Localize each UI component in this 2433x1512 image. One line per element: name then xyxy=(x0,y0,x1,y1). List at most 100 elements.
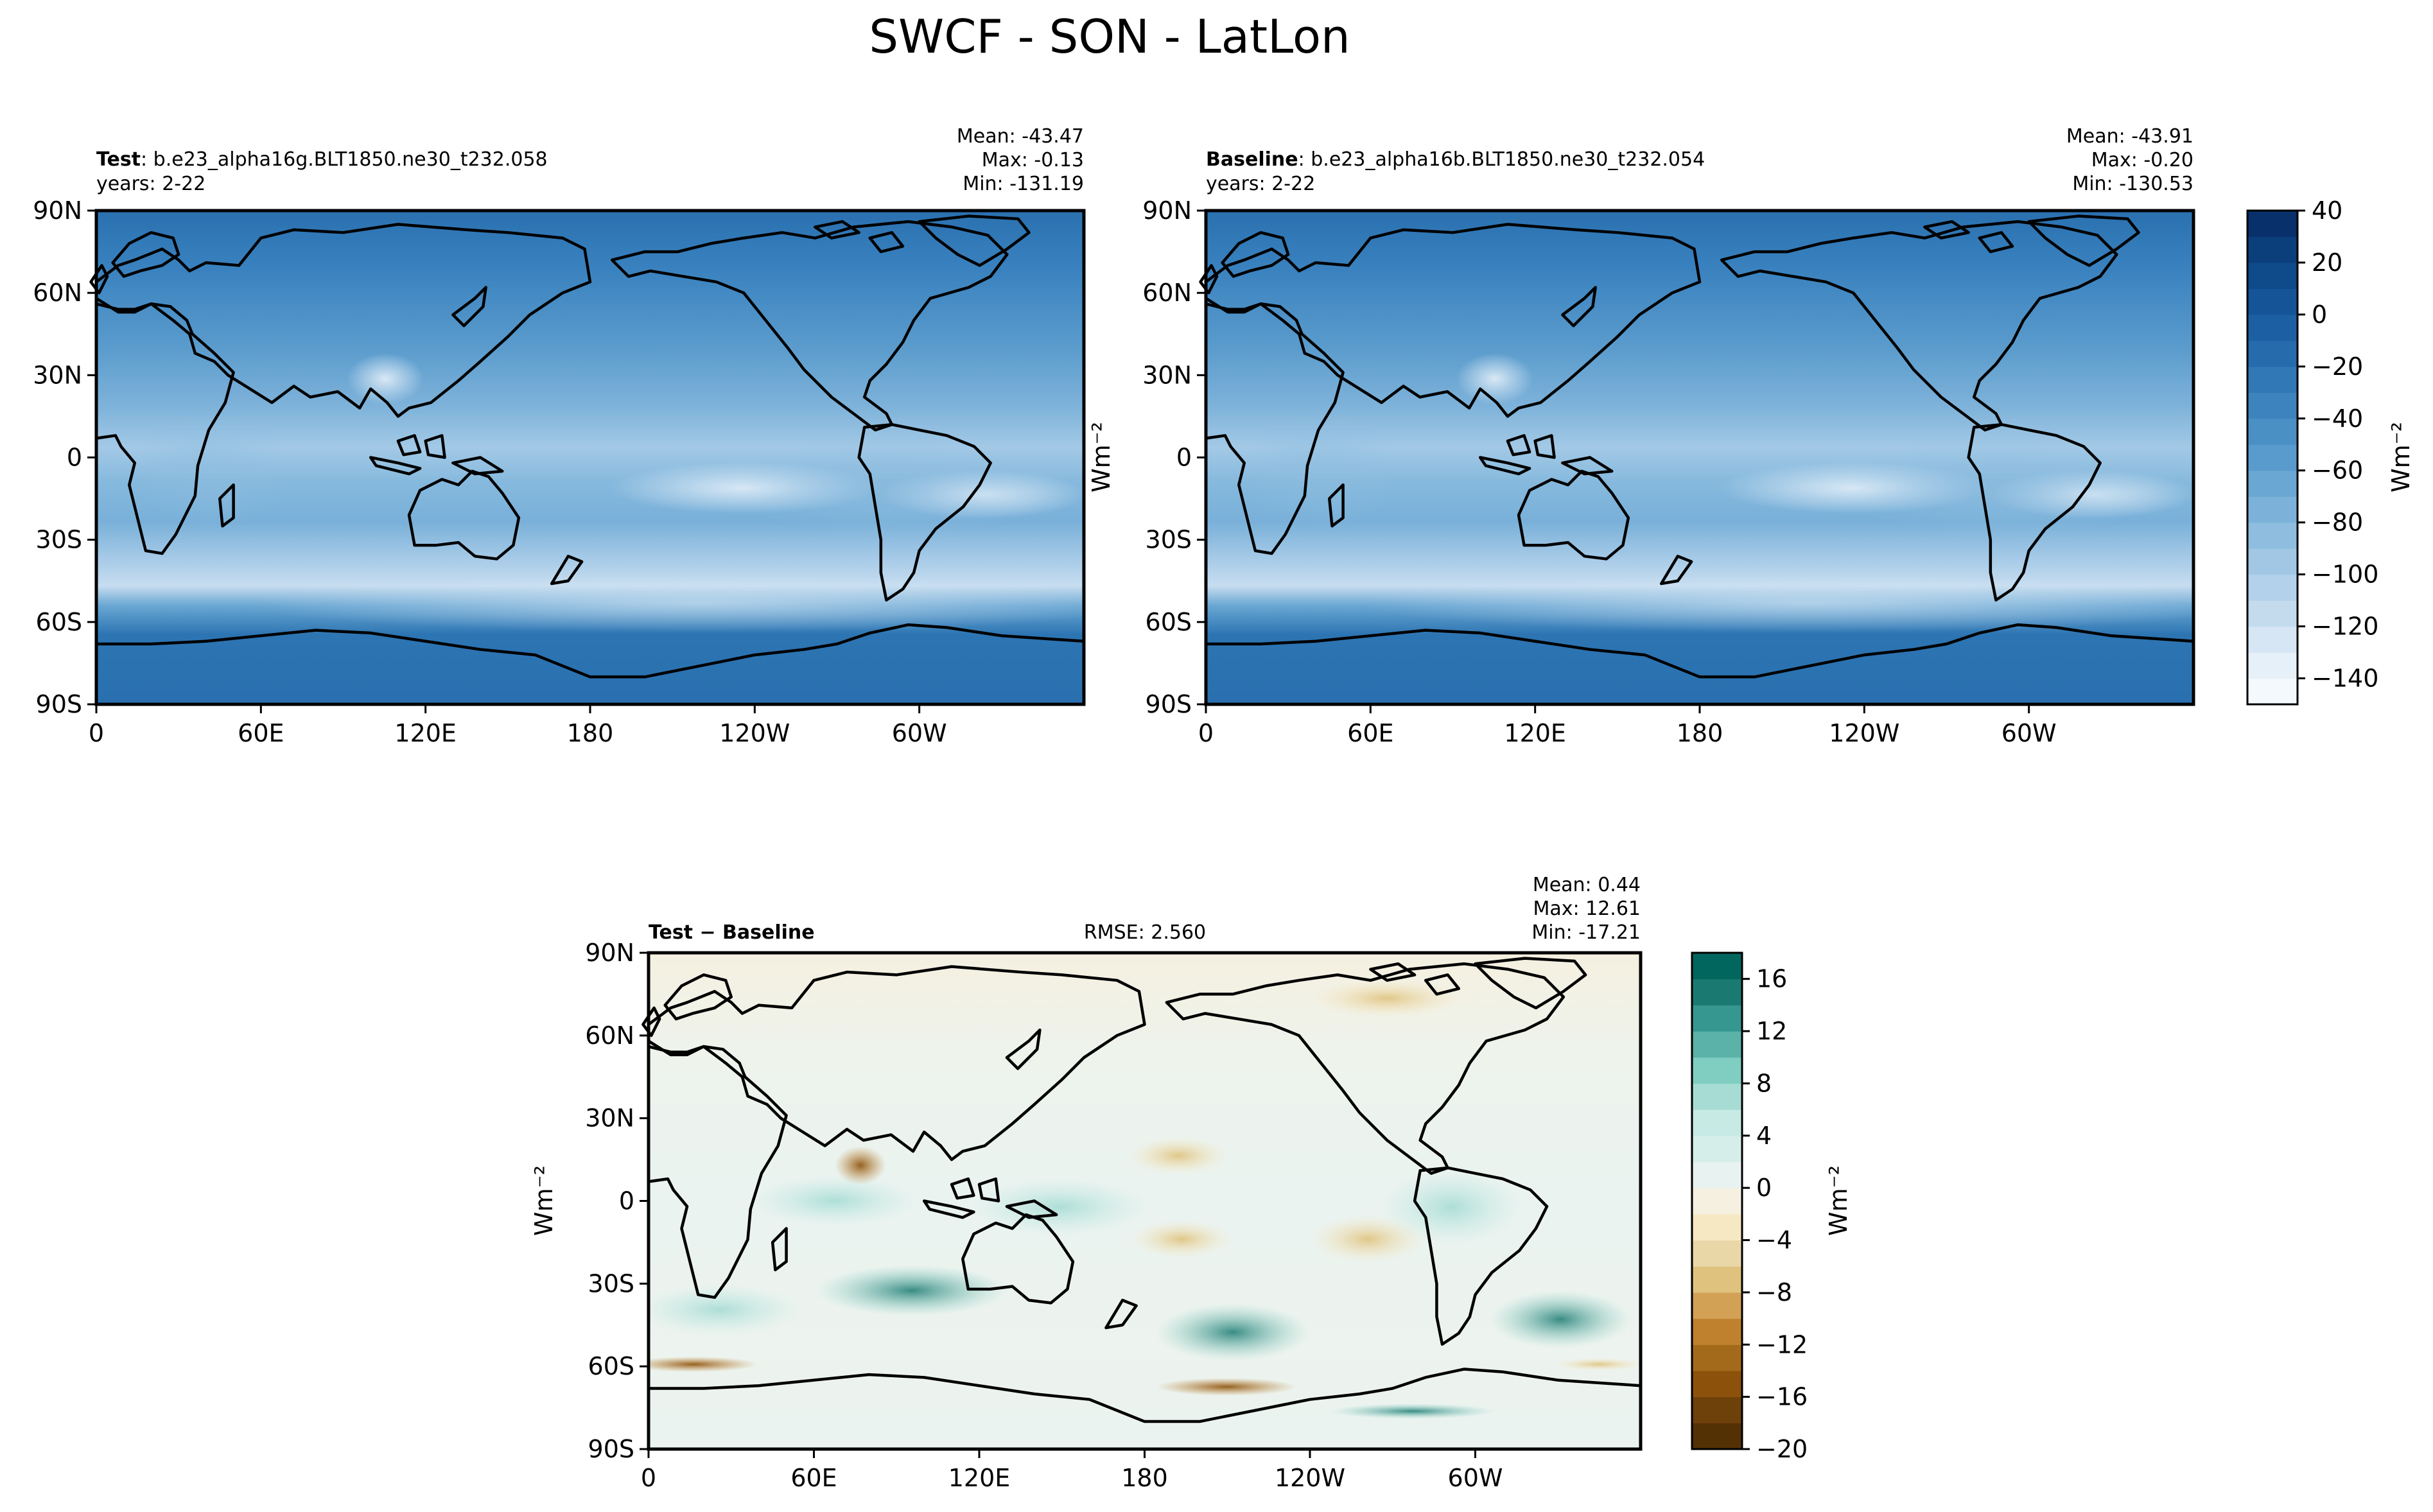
baseline-y-tick-label: 0 xyxy=(1176,444,1192,472)
main-colorbar-tick-label: −20 xyxy=(2312,352,2363,381)
diff-x-tick-label: 120W xyxy=(1275,1464,1345,1492)
test-y-tick-label: 60N xyxy=(33,279,82,307)
baseline-southern-band xyxy=(1360,575,2193,632)
main-colorbar-segment xyxy=(2247,236,2298,263)
main-colorbar-tick-label: −100 xyxy=(2312,560,2378,589)
main-colorbar-tick-label: −80 xyxy=(2312,508,2363,537)
test-max: Max: -0.13 xyxy=(982,149,1084,171)
diff-teal-maritime-continent xyxy=(970,1178,1149,1236)
diff-colorbar-segment xyxy=(1692,1161,1742,1188)
diff-y-tick-label: 0 xyxy=(619,1187,634,1215)
main-colorbar-frame xyxy=(2246,209,2299,706)
test-y-tick-label: 30N xyxy=(33,361,82,389)
baseline-amazon-darker xyxy=(1848,433,2156,543)
diff-y-tick-label: 90S xyxy=(588,1435,634,1463)
diff-colorbar-tick-label: 8 xyxy=(1756,1069,1772,1097)
test-mean: Mean: -43.47 xyxy=(957,125,1084,148)
main-colorbar-segment xyxy=(2247,340,2298,367)
diff-brown-east-pacific xyxy=(1310,1215,1426,1264)
baseline-x-tick-label: 180 xyxy=(1677,719,1723,747)
main-colorbar-tick-label: −140 xyxy=(2312,665,2378,693)
test-southern-band xyxy=(250,575,1084,632)
baseline-case-line: Baseline: b.e23_alpha16b.BLT1850.ne30_t2… xyxy=(1206,148,1705,171)
test-y-tick-label: 30S xyxy=(36,526,82,554)
main-colorbar-tick-label: −60 xyxy=(2312,456,2363,485)
diff-x-tick-label: 180 xyxy=(1121,1464,1168,1492)
test-amazon-darker xyxy=(738,433,1047,543)
diff-teal-southern-ocean xyxy=(1329,1403,1496,1419)
diff-colorbar-frame xyxy=(1691,952,1743,1450)
main-colorbar-tick-label: 0 xyxy=(2312,300,2327,329)
main-colorbar-segment xyxy=(2247,496,2298,523)
test-case-name: : b.e23_alpha16g.BLT1850.ne30_t232.058 xyxy=(141,148,548,171)
diff-y-tick-label: 30S xyxy=(588,1269,634,1298)
baseline-max: Max: -0.20 xyxy=(2091,149,2193,171)
baseline-min: Min: -130.53 xyxy=(2072,173,2193,195)
baseline-x-tick-label: 60W xyxy=(2001,719,2057,747)
diff-colorbar-label: Wm⁻² xyxy=(1824,1165,1853,1236)
main-colorbar-segment xyxy=(2247,470,2298,497)
test-axis-ticks: 0 60E 120E 180 120W 60W 90N 60N 30N 0 30S 60S 90S xyxy=(33,196,946,747)
main-colorbar-segment xyxy=(2247,444,2298,471)
test-x-tick-label: 120E xyxy=(394,719,457,747)
main-colorbar-segment xyxy=(2247,600,2298,627)
diff-axis-ticks: 0 60E 120E 180 120W 60W 90N 60N 30N 0 30S 60S 90S xyxy=(585,939,1503,1492)
baseline-x-tick-label: 120E xyxy=(1504,719,1566,747)
diff-colorbar-tick-label: −12 xyxy=(1756,1330,1808,1359)
diff-colorbar-tick-label: −8 xyxy=(1756,1278,1792,1307)
diff-colorbar-tick-label: −16 xyxy=(1756,1383,1808,1411)
main-colorbar-tick-label: −40 xyxy=(2312,404,2363,433)
main-colorbar: 40 20 0 −20 −40 −60 −80 −100 −120 −140 xyxy=(2246,196,2378,706)
diff-x-tick-label: 0 xyxy=(641,1464,656,1492)
main-colorbar-segment xyxy=(2247,418,2298,445)
test-map-field xyxy=(96,211,1084,704)
test-label: Test xyxy=(96,148,141,171)
baseline-panel: Baseline: b.e23_alpha16b.BLT1850.ne30_t2… xyxy=(1142,125,2195,747)
diff-colorbar-segment xyxy=(1692,1344,1742,1371)
diff-colorbar-segment xyxy=(1692,1423,1742,1450)
diff-ylabel: Wm⁻² xyxy=(530,1165,558,1236)
diff-colorbar-segment xyxy=(1692,1109,1742,1136)
diff-colorbar-segment xyxy=(1692,1396,1742,1423)
diff-panel: Test − Baseline RMSE: 2.560 Mean: 0.44 M… xyxy=(585,874,1643,1492)
main-colorbar-tick-label: −120 xyxy=(2312,613,2378,641)
baseline-y-tick-label: 90N xyxy=(1142,196,1192,225)
diff-label: Test − Baseline xyxy=(649,921,815,944)
diff-colorbar-segment xyxy=(1692,1188,1742,1215)
diff-colorbar-tick-label: 4 xyxy=(1756,1122,1772,1150)
main-colorbar-label: Wm⁻² xyxy=(2387,422,2415,492)
main-colorbar-segment xyxy=(2247,652,2298,679)
diff-y-tick-label: 90N xyxy=(585,939,634,967)
diff-brown-central-pacific xyxy=(1130,1220,1233,1258)
diff-colorbar-segment xyxy=(1692,1240,1742,1267)
test-case-line: Test: b.e23_alpha16g.BLT1850.ne30_t232.0… xyxy=(96,148,548,171)
main-colorbar-segment xyxy=(2247,392,2298,419)
diff-colorbar-segment xyxy=(1692,953,1742,980)
test-min: Min: -131.19 xyxy=(963,173,1084,195)
diff-brown-southern-ocean-east xyxy=(1554,1358,1641,1371)
diff-colorbar-segment xyxy=(1692,1213,1742,1241)
diff-colorbar-tick-label: −4 xyxy=(1756,1226,1792,1255)
main-colorbar-segment xyxy=(2247,678,2298,705)
diff-x-tick-label: 60W xyxy=(1448,1464,1503,1492)
main-colorbar-tick-label: 20 xyxy=(2312,248,2342,277)
diff-brown-southern-ocean-west xyxy=(649,1357,758,1372)
diff-colorbar-tick-label: −20 xyxy=(1756,1435,1808,1463)
test-panel: Test: b.e23_alpha16g.BLT1850.ne30_t232.0… xyxy=(33,125,1086,747)
baseline-y-tick-label: 90S xyxy=(1146,690,1192,718)
test-x-tick-label: 120W xyxy=(719,719,790,747)
baseline-mean: Mean: -43.91 xyxy=(2066,125,2193,148)
diff-brown-north-pacific xyxy=(1127,1136,1230,1175)
diff-teal-south-atlantic xyxy=(1490,1290,1631,1348)
diff-colorbar-segment xyxy=(1692,1083,1742,1110)
main-colorbar-segment xyxy=(2247,314,2298,341)
diff-mean: Mean: 0.44 xyxy=(1533,874,1641,896)
baseline-label: Baseline xyxy=(1206,148,1298,171)
main-colorbar-segment xyxy=(2247,548,2298,575)
test-years: years: 2-22 xyxy=(96,173,205,195)
main-colorbar-segment xyxy=(2247,366,2298,393)
diff-y-tick-label: 60N xyxy=(585,1021,634,1050)
figure-title: SWCF - SON - LatLon xyxy=(869,10,1350,64)
